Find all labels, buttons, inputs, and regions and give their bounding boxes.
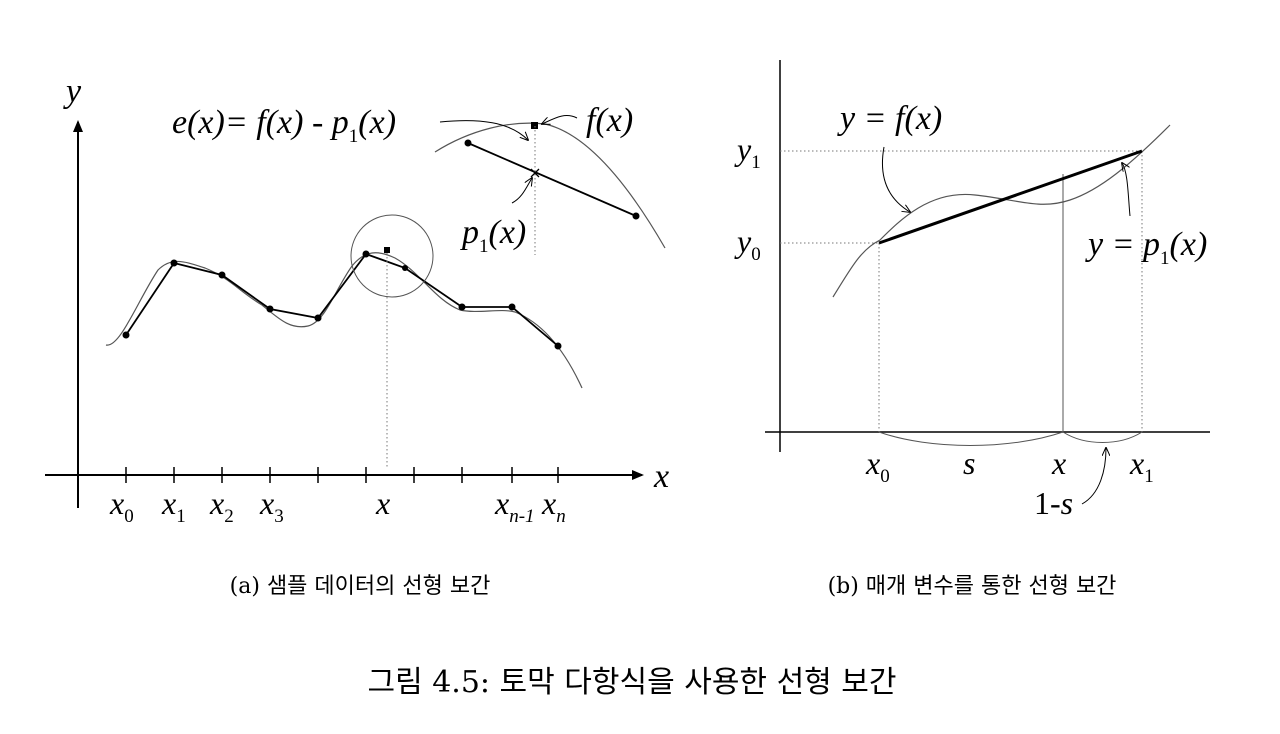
x-tick-labels: x0 x1 x2 x3 x xn-1 xn xyxy=(109,485,566,527)
tick-label-x1: x1 xyxy=(161,485,186,527)
label-one-minus-s: 1-s xyxy=(1034,485,1073,521)
caption-b: (b) 매개 변수를 통한 선형 보간 xyxy=(828,574,1117,599)
label-x1-b: x1 xyxy=(1129,445,1154,487)
error-equation: e(x)= f(x) - p1(x) xyxy=(172,104,396,147)
function-curve-a xyxy=(105,252,583,389)
panel-b: y = f(x) y = p1(x) y1 y0 x0 s x x1 1-s (… xyxy=(734,60,1210,599)
b-guides xyxy=(780,150,1143,432)
s-brace xyxy=(878,431,1064,446)
y-equals-f-label: y = f(x) xyxy=(837,100,942,137)
label-x0-b: x0 xyxy=(865,445,890,487)
label-y1: y1 xyxy=(734,131,761,173)
x-ticks xyxy=(125,467,559,483)
figure-caption: 그림 4.5: 토막 다항식을 사용한 선형 보간 xyxy=(367,665,896,700)
zoom-circle xyxy=(350,214,434,298)
zoom-inset xyxy=(434,115,666,255)
inset-function-curve xyxy=(434,122,666,249)
sample-points xyxy=(122,250,562,350)
tick-label-x0: x0 xyxy=(109,485,134,527)
caption-a: (a) 샘플 데이터의 선형 보간 xyxy=(230,574,491,599)
f-point-marker xyxy=(384,247,390,253)
tick-label-xn1: xn-1 xyxy=(494,485,535,527)
y-equals-p1-label: y = p1(x) xyxy=(1085,226,1207,269)
y-axis-label: y xyxy=(63,73,82,110)
tick-label-x: x xyxy=(375,485,390,521)
x-axis-label: x xyxy=(653,458,669,495)
tick-label-xn: xn xyxy=(541,485,566,527)
inset-f-label: f(x) xyxy=(586,102,633,139)
linear-interpolant-b xyxy=(878,149,1143,245)
tick-label-x2: x2 xyxy=(209,485,234,527)
label-y0: y0 xyxy=(734,223,761,265)
function-curve-b xyxy=(832,124,1171,298)
linear-interpolant-a xyxy=(125,252,559,347)
label-s: s xyxy=(963,445,975,481)
label-x-b: x xyxy=(1051,445,1066,481)
inset-linear-segment xyxy=(467,142,637,217)
tick-label-x3: x3 xyxy=(259,485,284,527)
inset-f-point xyxy=(531,122,538,129)
inset-p-cross xyxy=(530,168,540,178)
one-minus-s-brace xyxy=(1062,431,1143,443)
panel-a: y x xyxy=(45,73,669,599)
inset-p1-label: p1(x) xyxy=(460,214,526,257)
